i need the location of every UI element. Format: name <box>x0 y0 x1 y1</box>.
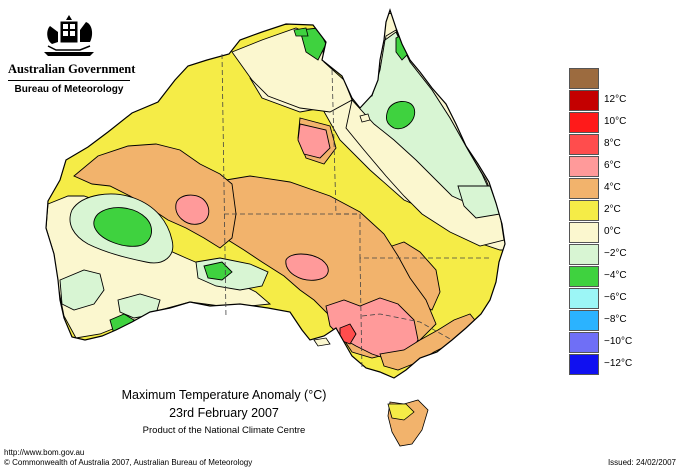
legend-swatch <box>569 68 599 89</box>
legend-swatch <box>569 200 599 221</box>
zone-central-plus6-a <box>175 194 210 225</box>
legend-label: −10°C <box>604 336 633 347</box>
government-logo: Australian Government Bureau of Meteorol… <box>8 12 135 95</box>
legend-swatch <box>569 134 599 155</box>
zone-queensland-minus2 <box>351 31 493 205</box>
legend-label: 12°C <box>604 94 627 105</box>
coat-of-arms-icon <box>44 15 94 56</box>
footer-issued: Issued: 24/02/2007 <box>607 458 676 467</box>
legend-label: 6°C <box>604 160 621 171</box>
footer-url[interactable]: http://www.bom.gov.au <box>4 448 85 457</box>
kangaroo-island <box>313 337 331 347</box>
legend-swatch <box>569 310 599 331</box>
melville-island <box>293 27 309 37</box>
legend-swatch <box>569 112 599 133</box>
tasmania-cool-band <box>387 403 415 421</box>
bureau-name: Bureau of Meteorology <box>14 84 124 95</box>
legend-swatch <box>569 288 599 309</box>
border-nsw-vic <box>361 313 453 341</box>
legend-swatch <box>569 266 599 287</box>
legend-label: −8°C <box>604 314 627 325</box>
legend-label: −4°C <box>604 270 627 281</box>
border-sa-qld <box>336 213 490 259</box>
groote-island <box>359 113 371 123</box>
border-wa <box>221 53 227 319</box>
legend-swatch <box>569 222 599 243</box>
map-date: 23rd February 2007 <box>169 406 279 420</box>
zone-nt-plus6 <box>297 123 331 159</box>
legend-label: −2°C <box>604 248 627 259</box>
zone-wa-minus4 <box>93 207 153 247</box>
legend-label: 0°C <box>604 226 621 237</box>
border-nt-qld <box>331 69 337 215</box>
zone-east-minus2 <box>457 185 501 219</box>
map-title: Maximum Temperature Anomaly (°C) <box>121 388 327 402</box>
state-borders <box>221 53 490 371</box>
legend-swatch <box>569 354 599 375</box>
legend-swatch <box>569 156 599 177</box>
legend-label: 8°C <box>604 138 621 149</box>
government-name: Australian Government <box>8 62 135 81</box>
mainland-outline <box>45 8 506 379</box>
legend-label: −12°C <box>604 358 633 369</box>
legend-swatch <box>569 178 599 199</box>
map-title-block: Maximum Temperature Anomaly (°C) 23rd Fe… <box>0 388 448 436</box>
legend-label: 10°C <box>604 116 627 127</box>
legend-swatch <box>569 90 599 111</box>
islands <box>293 27 429 447</box>
border-sa-vic <box>359 257 363 371</box>
zone-central-plus6-b <box>285 253 329 281</box>
footer-copyright: © Commonwealth of Australia 2007, Austra… <box>4 458 253 467</box>
zone-qld-minus4-blob <box>386 101 416 130</box>
legend-swatch <box>569 244 599 265</box>
legend-label: −6°C <box>604 292 627 303</box>
legend-label: 4°C <box>604 182 621 193</box>
zone-sw-minus2 <box>59 269 105 311</box>
legend-label: 2°C <box>604 204 621 215</box>
map-subtitle: Product of the National Climate Centre <box>142 425 306 436</box>
legend-swatch <box>569 332 599 353</box>
